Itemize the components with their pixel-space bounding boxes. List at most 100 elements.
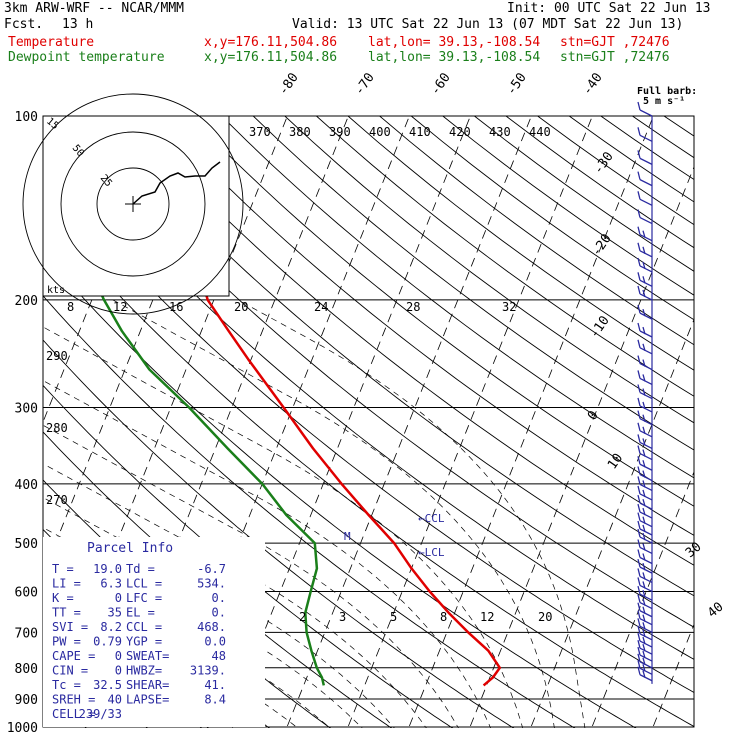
dry-adiabat: [632, 116, 694, 159]
isotherm: [225, 116, 471, 728]
wind-barb: [637, 127, 653, 142]
isotherm-label: 0: [585, 408, 602, 423]
isotherm: [347, 116, 593, 728]
parcel-cell: SREH =: [52, 693, 95, 707]
parcel-cell: 48: [212, 649, 226, 663]
legend-dewpoint: Dewpoint temperature: [8, 50, 165, 65]
dry-adiabat: [568, 116, 694, 203]
pressure-label: 600: [15, 585, 38, 600]
theta-label: 380: [289, 125, 311, 139]
wind-barb: [637, 422, 653, 438]
hodograph-ring: [22, 93, 244, 315]
wind-barb: [637, 653, 653, 669]
mixing-ratio-label: 5: [390, 610, 397, 624]
parcel-row: SREH = 40 LAPSE= 8.4: [52, 693, 226, 707]
moist-adiabat: [43, 527, 363, 728]
dry-adiabat: [43, 295, 576, 728]
parcel-row: CAPE = 0 SWEAT= 48: [52, 649, 226, 663]
isotherm-label: -40: [580, 70, 606, 98]
legend-temperature: Temperature: [8, 35, 95, 50]
parcel-cell: CAPE =: [52, 649, 95, 663]
parcel-row: LI = 6.3 LCL = 534.: [52, 577, 226, 591]
parcel-cell: 0.0: [204, 635, 226, 649]
theta-e-label: 28: [406, 300, 420, 314]
wind-barb: [637, 226, 653, 242]
isotherm: [286, 116, 532, 728]
dry-adiabat: [696, 116, 740, 740]
annotation-ccl: ←CCL: [418, 512, 445, 525]
parcel-cell: 534.: [197, 577, 226, 591]
theta-side-label: 290: [46, 349, 68, 363]
wind-barb: [637, 646, 653, 662]
wind-barbs: [637, 101, 653, 684]
isotherm-label: 10: [605, 451, 626, 472]
parcel-row: K = 0 LFC = 0.: [52, 591, 226, 605]
isotherm-label: -20: [589, 231, 615, 259]
wind-barb: [637, 528, 653, 544]
theta-label: 420: [449, 125, 471, 139]
hodograph-trace: [132, 161, 221, 205]
parcel-title: Parcel Info: [87, 541, 173, 556]
wind-barb: [637, 242, 653, 258]
parcel-cell: 0: [115, 664, 122, 678]
moist-adiabat: [43, 463, 427, 728]
isotherm: [43, 116, 288, 728]
parcel-cell: 0.: [212, 606, 226, 620]
dry-adiabat: [474, 116, 694, 272]
wind-barb: [637, 494, 653, 510]
wind-barb: [637, 304, 653, 320]
theta-label: 440: [529, 125, 551, 139]
parcel-cell: HWBZ=: [126, 664, 162, 678]
dry-adiabat: [43, 210, 694, 728]
wind-barb: [637, 209, 653, 225]
parcel-cell: 35: [108, 606, 122, 620]
wind-barb: [637, 520, 653, 536]
plot-frame: [42, 115, 695, 728]
wind-barb: [637, 384, 653, 400]
pressure-label: 300: [15, 402, 38, 417]
dry-adiabat: [158, 116, 694, 536]
parcel-cell: LFC =: [126, 591, 162, 605]
parcel-row: T = 19.0 Td = -6.7: [52, 562, 226, 576]
theta-label: 410: [409, 125, 431, 139]
wind-barb: [637, 397, 653, 413]
mixing-ratio-label: 3: [339, 610, 346, 624]
parcel-cell: 19.0: [93, 562, 122, 576]
wind-barb: [637, 191, 653, 206]
theta-label: 370: [249, 125, 271, 139]
xy-dewpoint: x,y=176.11,504.86: [204, 50, 338, 65]
parcel-cell: CIN =: [52, 664, 88, 678]
isotherm-label: -80: [276, 70, 302, 98]
wind-barb: [637, 171, 653, 187]
wind-barb: [637, 549, 653, 565]
mixing-ratio-label: 20: [538, 610, 552, 624]
init-time: Init: 00 UTC Sat 22 Jun 13: [507, 1, 711, 16]
wind-barb: [637, 476, 653, 491]
valid-time: Valid: 13 UTC Sat 22 Jun 13 (07 MDT Sat …: [292, 17, 684, 32]
parcel-cell: 32.5: [93, 678, 122, 692]
pressure-label: 100: [15, 110, 38, 125]
parcel-row: Tc = 32.5 SHEAR= 41.: [52, 678, 226, 692]
isotherm: [43, 116, 44, 119]
isotherm-label: -50: [504, 70, 530, 98]
hodograph-kts-label: kts: [47, 285, 65, 296]
parcel-cell: Tc =: [52, 678, 81, 692]
dry-adiabat: [663, 116, 694, 137]
fcst-value: 13 h: [62, 17, 94, 32]
mixing-ratio-label: 2: [299, 610, 306, 624]
parcel-cell: LAPSE=: [126, 693, 169, 707]
dry-adiabat: [221, 116, 694, 479]
annotation-m: M: [344, 530, 351, 543]
wind-barb: [637, 322, 653, 338]
wind-barb: [637, 618, 653, 633]
parcel-info: Parcel Info T = 19.0 Td = -6.7 LI = 6.3 LCL = 5…: [43, 537, 265, 727]
theta-e-label: 8: [67, 300, 74, 314]
parcel-cell: 41.: [204, 678, 226, 692]
isotherm: [103, 116, 349, 728]
dry-adiabat: [189, 116, 694, 507]
parcel-row: CIN = 0 HWBZ= 3139.: [52, 664, 226, 678]
wind-barb: [637, 594, 653, 610]
parcel-cell: 8.2: [100, 620, 122, 634]
